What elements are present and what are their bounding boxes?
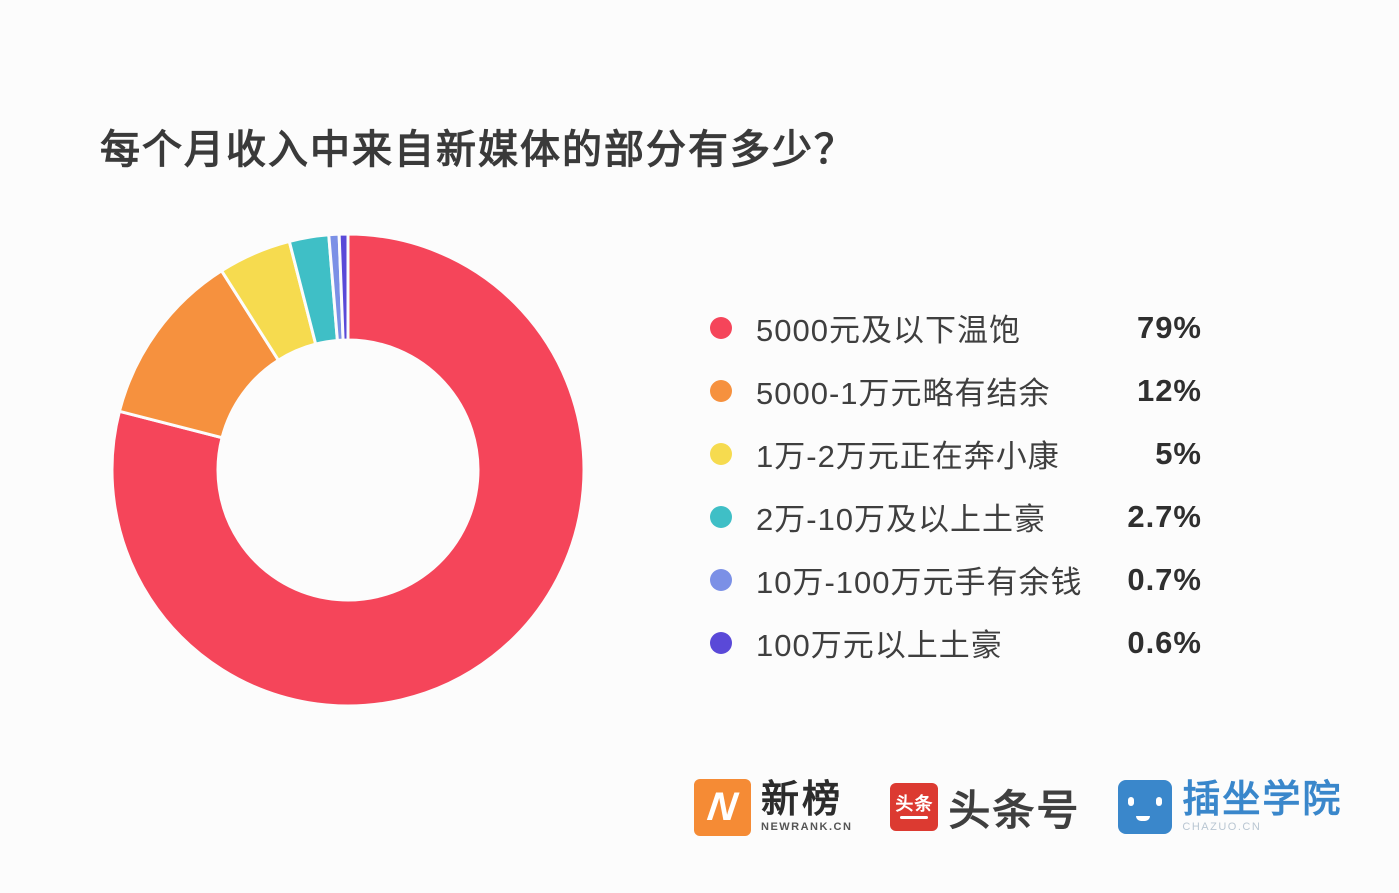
legend-swatch <box>710 379 732 402</box>
toutiao-icon-text: 头条 <box>895 794 934 814</box>
legend-value: 5% <box>1155 435 1202 471</box>
toutiao-icon: 头条 <box>890 783 939 831</box>
toutiao-icon-bar <box>900 816 929 819</box>
robot-eye-left <box>1128 797 1135 806</box>
donut-slice-0 <box>110 232 586 708</box>
chazuo-url: CHAZUO.CN <box>1182 820 1262 833</box>
legend-item: 100万元以上土豪 0.6% <box>710 611 1202 674</box>
chazuo-robot-icon <box>1118 780 1173 834</box>
legend-item: 5000-1万元略有结余 12% <box>710 359 1202 422</box>
newrank-name: 新榜 <box>761 779 844 822</box>
legend-item: 1万-2万元正在奔小康 5% <box>710 422 1202 485</box>
donut-slice-5 <box>337 232 350 342</box>
legend-value: 0.6% <box>1127 624 1202 660</box>
legend-swatch <box>710 631 732 654</box>
legend-item: 10万-100万元手有余钱 0.7% <box>710 548 1202 611</box>
legend-value: 2.7% <box>1127 498 1202 534</box>
legend-item: 5000元及以下温饱 79% <box>710 296 1202 359</box>
legend-label: 5000-1万元略有结余 <box>756 376 1051 411</box>
legend-swatch <box>710 568 732 591</box>
legend-value: 0.7% <box>1127 561 1202 597</box>
chazuo-name: 插坐学院 <box>1182 779 1343 822</box>
legend-label: 100万元以上土豪 <box>756 628 1003 663</box>
newrank-n-glyph: N <box>704 785 741 829</box>
legend-value: 79% <box>1136 309 1202 345</box>
chazuo-logo: 插坐学院 CHAZUO.CN <box>1118 780 1342 834</box>
robot-eye-right <box>1156 797 1163 806</box>
newrank-logo: N 新榜 NEWRANK.CN <box>694 778 853 836</box>
donut-svg <box>110 232 586 708</box>
toutiao-name: 头条号 <box>948 786 1081 834</box>
legend-swatch <box>710 442 732 465</box>
legend-item: 2万-10万及以上土豪 2.7% <box>710 485 1202 548</box>
toutiao-logo: 头条 头条号 <box>890 777 1080 838</box>
newrank-url: NEWRANK.CN <box>761 820 853 833</box>
page-title: 每个月收入中来自新媒体的部分有多少？ <box>100 127 856 172</box>
newrank-icon: N <box>694 778 751 836</box>
robot-mouth <box>1136 816 1151 821</box>
legend-label: 1万-2万元正在奔小康 <box>756 439 1060 474</box>
legend-label: 5000元及以下温饱 <box>756 313 1021 348</box>
donut-chart <box>108 230 588 710</box>
legend-label: 2万-10万及以上土豪 <box>756 502 1047 537</box>
legend-swatch <box>710 316 732 339</box>
legend-value: 12% <box>1136 372 1202 408</box>
legend-swatch <box>710 505 732 528</box>
chart-legend: 5000元及以下温饱 79% 5000-1万元略有结余 12% 1万-2万元正在奔小康 5… <box>710 296 1202 674</box>
footer-logos: N 新榜 NEWRANK.CN 头条 头条号 插坐学院 CHAZUO.CN <box>694 776 1342 838</box>
legend-label: 10万-100万元手有余钱 <box>756 565 1083 600</box>
